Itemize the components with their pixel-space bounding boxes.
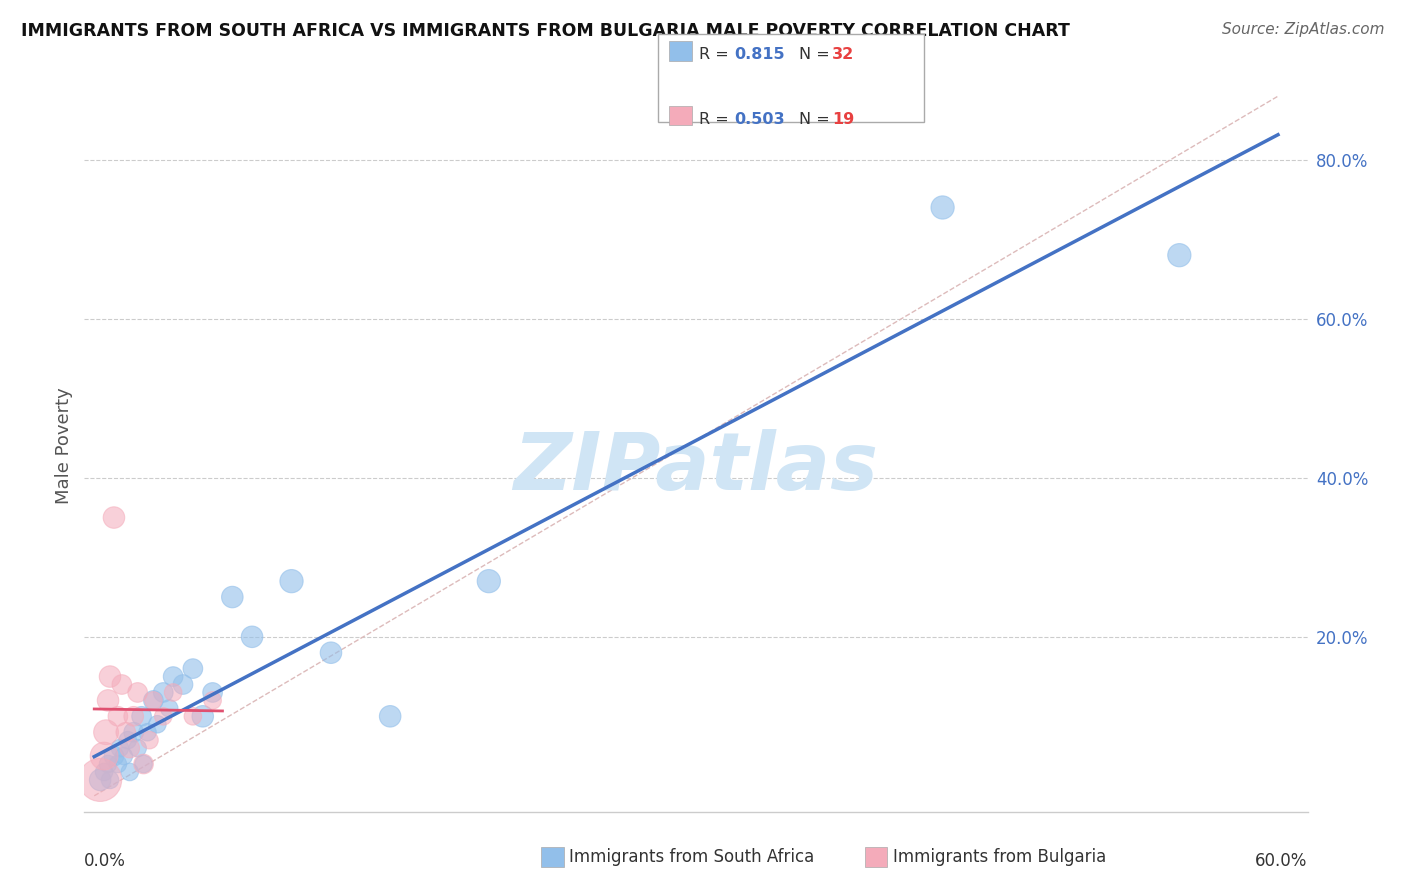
Y-axis label: Male Poverty: Male Poverty — [55, 388, 73, 504]
Text: R =: R = — [699, 112, 734, 127]
Text: 19: 19 — [832, 112, 855, 127]
Point — [117, 733, 139, 747]
Point — [221, 590, 243, 604]
Point — [146, 717, 169, 731]
Text: 0.0%: 0.0% — [84, 852, 127, 870]
Point — [931, 201, 953, 215]
Point — [107, 709, 129, 723]
Text: IMMIGRANTS FROM SOUTH AFRICA VS IMMIGRANTS FROM BULGARIA MALE POVERTY CORRELATIO: IMMIGRANTS FROM SOUTH AFRICA VS IMMIGRAN… — [21, 22, 1070, 40]
Point — [240, 630, 263, 644]
Point — [201, 685, 224, 699]
Point — [157, 701, 180, 715]
Point — [181, 662, 204, 676]
Text: 0.503: 0.503 — [734, 112, 785, 127]
Point — [97, 693, 120, 707]
Point — [108, 741, 131, 756]
Point — [98, 772, 121, 787]
Point — [191, 709, 214, 723]
Point — [152, 685, 174, 699]
Point — [94, 725, 117, 739]
Point — [142, 693, 165, 707]
Point — [127, 741, 149, 756]
Text: N =: N = — [799, 112, 835, 127]
Point — [89, 772, 111, 787]
Point — [89, 772, 111, 787]
Point — [118, 764, 141, 779]
Point — [152, 709, 174, 723]
Text: Immigrants from South Africa: Immigrants from South Africa — [569, 848, 814, 866]
Point — [93, 749, 115, 764]
Point — [132, 757, 155, 772]
Point — [114, 725, 136, 739]
Point — [319, 646, 342, 660]
Point — [201, 693, 224, 707]
Point — [136, 725, 159, 739]
Point — [112, 749, 135, 764]
Text: Immigrants from Bulgaria: Immigrants from Bulgaria — [893, 848, 1107, 866]
Point — [138, 733, 160, 747]
Text: R =: R = — [699, 47, 734, 62]
Point — [280, 574, 302, 589]
Point — [122, 725, 145, 739]
Point — [107, 757, 129, 772]
Point — [132, 757, 155, 772]
Point — [122, 709, 145, 723]
Point — [103, 510, 125, 524]
Text: 60.0%: 60.0% — [1256, 852, 1308, 870]
Point — [93, 764, 115, 779]
Point — [142, 693, 165, 707]
Point — [478, 574, 501, 589]
Point — [118, 741, 141, 756]
Point — [162, 669, 184, 683]
Text: 0.815: 0.815 — [734, 47, 785, 62]
Point — [1168, 248, 1191, 262]
Point — [181, 709, 204, 723]
Point — [380, 709, 402, 723]
Text: N =: N = — [799, 47, 835, 62]
Text: Source: ZipAtlas.com: Source: ZipAtlas.com — [1222, 22, 1385, 37]
Text: 32: 32 — [832, 47, 855, 62]
Point — [103, 749, 125, 764]
Point — [131, 709, 153, 723]
Point — [97, 757, 120, 772]
Point — [127, 685, 149, 699]
Point — [98, 669, 121, 683]
Point — [172, 677, 194, 691]
Point — [162, 685, 184, 699]
Text: ZIPatlas: ZIPatlas — [513, 429, 879, 507]
Point — [111, 677, 134, 691]
